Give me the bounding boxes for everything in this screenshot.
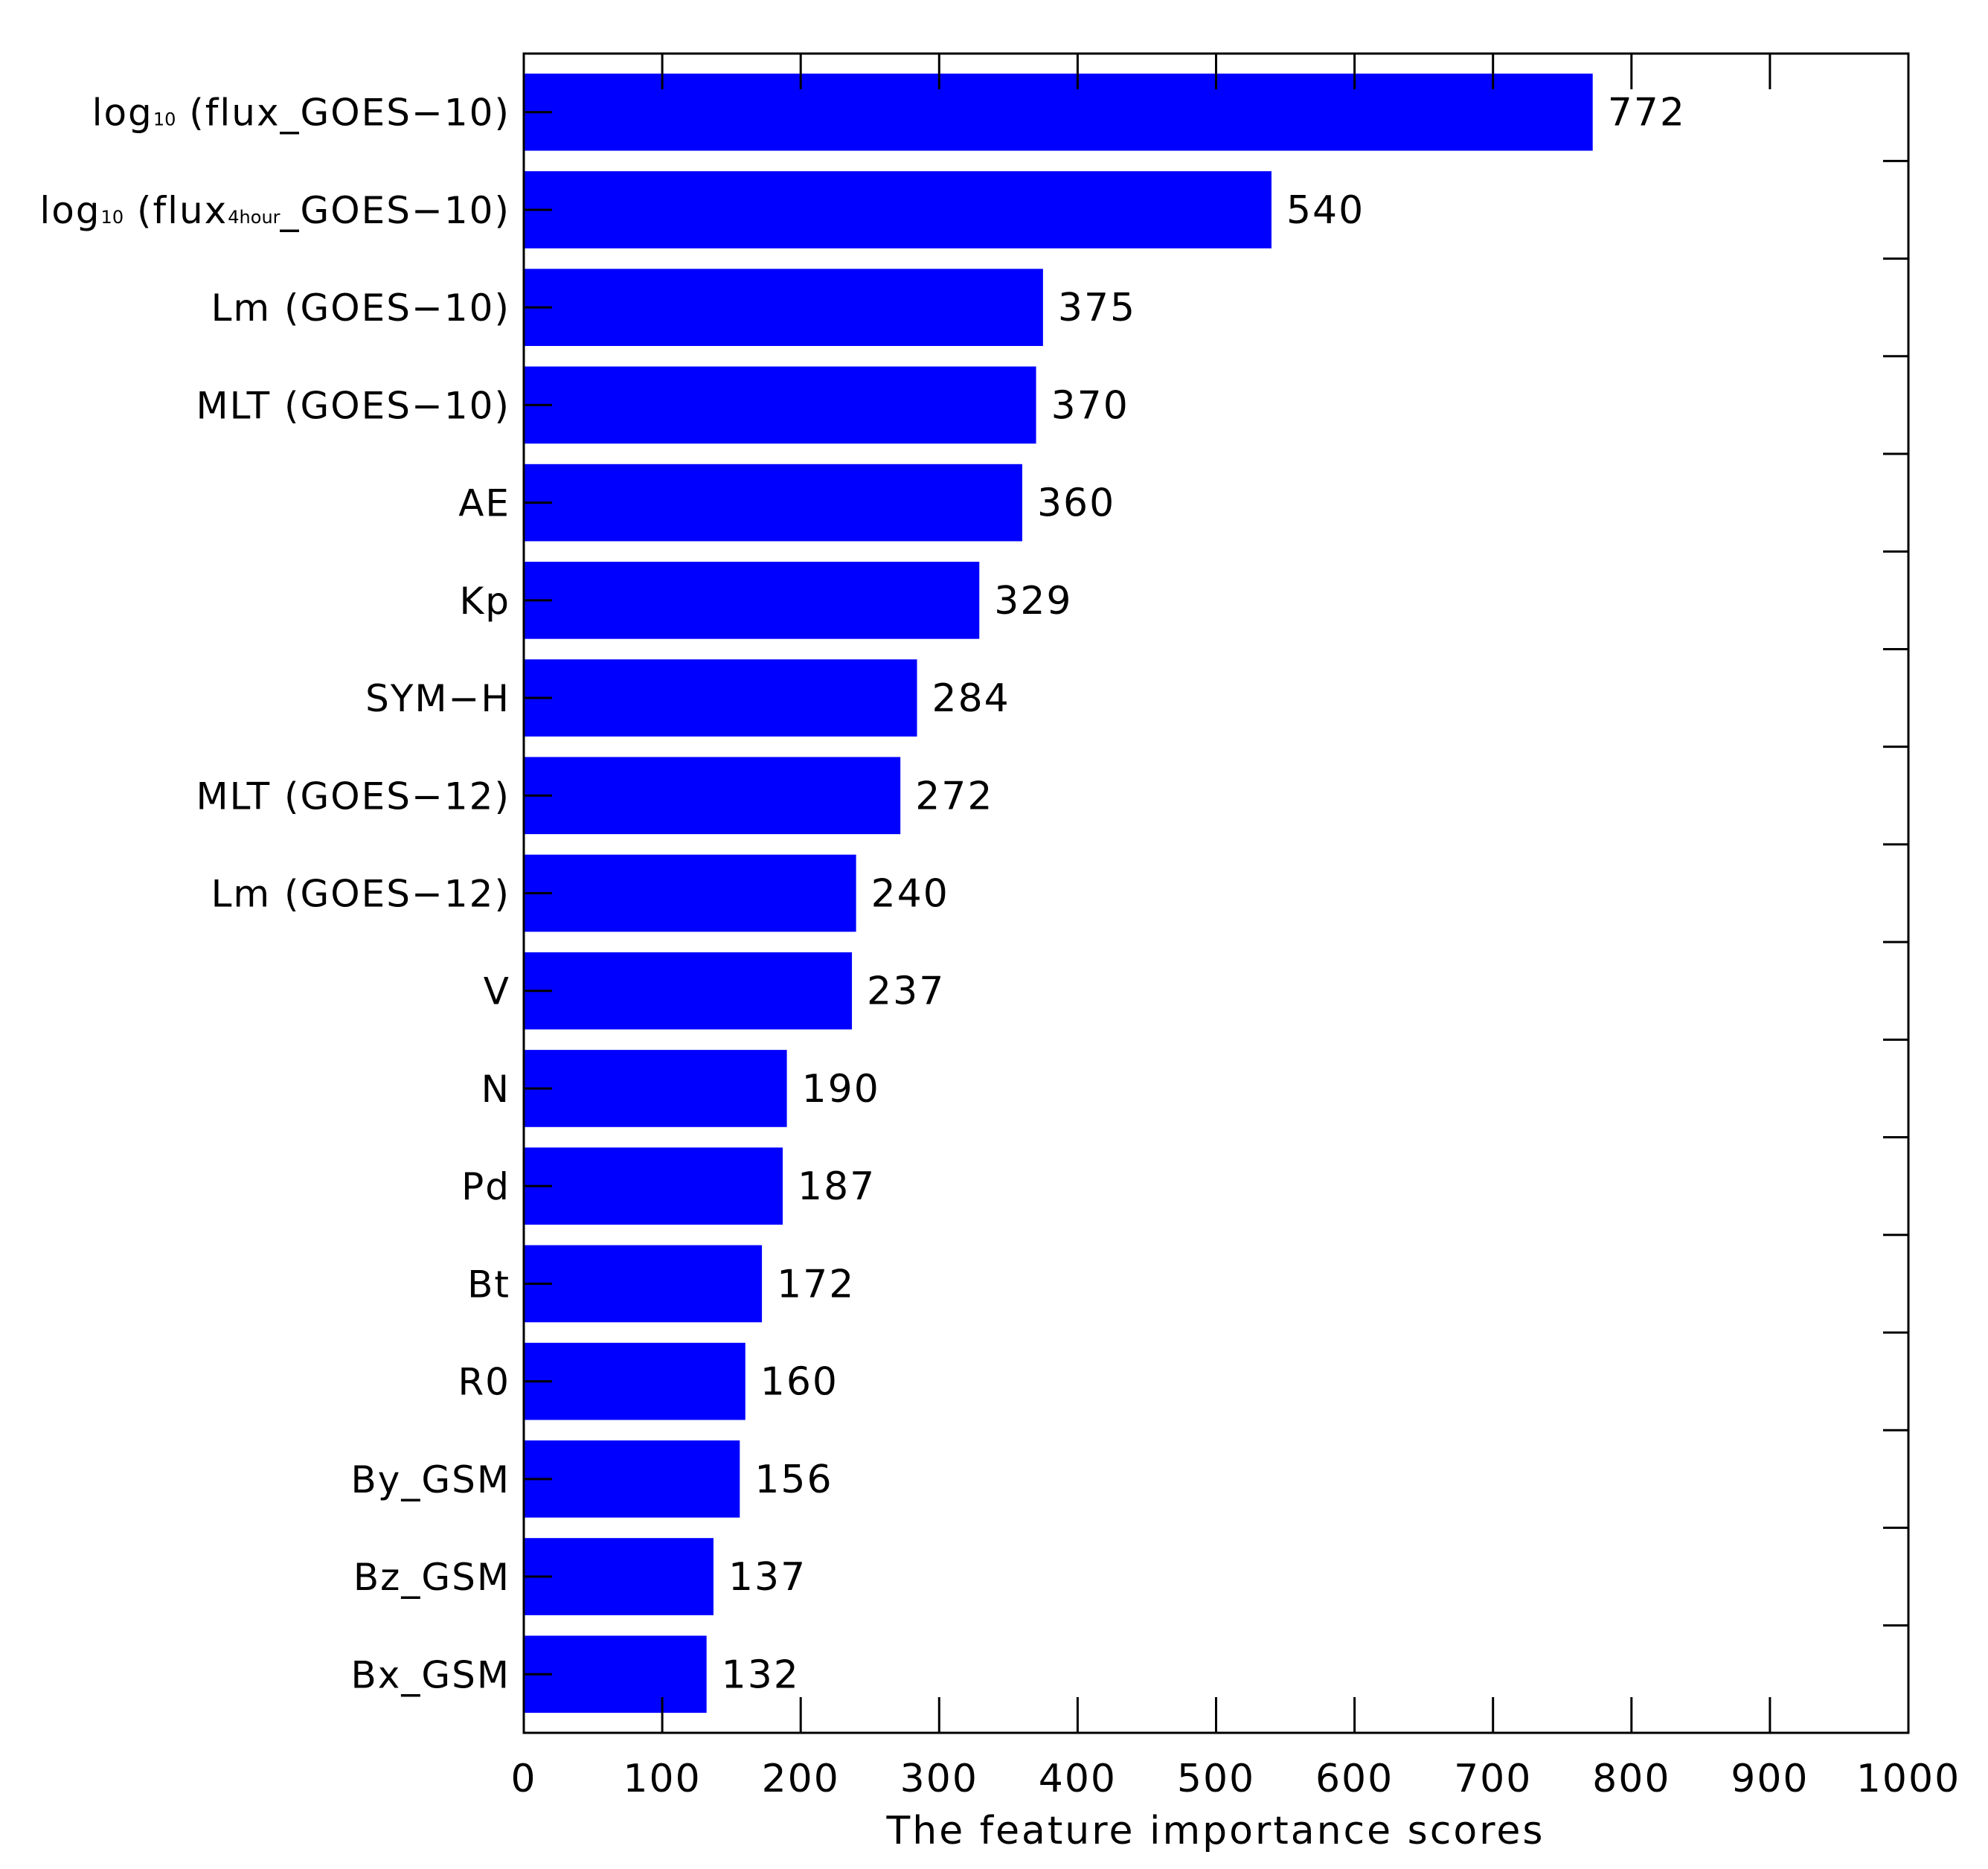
y-tick-label: N: [481, 1068, 510, 1111]
bar: [524, 464, 1022, 542]
x-axis-title: The feature importance scores: [886, 1809, 1545, 1853]
y-labels-layer: log10 (flux_GOES−10) log10 (flux4hour_GOE…: [39, 92, 510, 1697]
data-label: 190: [802, 1067, 880, 1112]
bar: [524, 73, 1593, 151]
bar: [524, 757, 901, 835]
ticks-layer: [522, 54, 1910, 1733]
y-tick-label: MLT (GOES−10): [196, 384, 510, 427]
data-label: 237: [867, 969, 945, 1014]
y-tick-label: R0: [458, 1361, 510, 1404]
y-tick-label: Bt: [467, 1263, 510, 1306]
data-label: 137: [728, 1555, 807, 1600]
bar: [524, 171, 1272, 249]
data-label: 240: [871, 872, 949, 917]
x-tick-label: 500: [1177, 1757, 1255, 1801]
bar: [524, 562, 980, 639]
bar: [524, 1440, 740, 1518]
data-label: 284: [932, 676, 1010, 721]
y-tick-label: log10 (flux_GOES−10): [92, 92, 510, 135]
data-label: 160: [760, 1360, 839, 1405]
bar: [524, 1342, 746, 1420]
bar: [524, 1635, 707, 1713]
x-tick-label: 200: [762, 1757, 840, 1801]
x-tick-label: 600: [1315, 1757, 1394, 1801]
x-tick-label: 400: [1039, 1757, 1117, 1801]
data-label: 272: [915, 774, 993, 818]
bar: [524, 1050, 787, 1127]
bars-layer: 772 540 375 370 360 329 284 272 240 237 190 187 172 1…: [524, 73, 1686, 1713]
data-label: 172: [777, 1262, 855, 1307]
data-label: 329: [994, 579, 1072, 623]
x-tick-label: 800: [1592, 1757, 1670, 1801]
bar: [524, 854, 856, 932]
bar: [524, 659, 917, 737]
bar: [524, 269, 1043, 347]
y-tick-label: Bz_GSM: [353, 1556, 510, 1599]
y-tick-label: log10 (flux4hour_GOES−10): [39, 189, 510, 232]
y-tick-label: AE: [458, 482, 510, 525]
y-tick-label: V: [484, 970, 510, 1013]
bar: [524, 366, 1036, 444]
data-label: 132: [722, 1652, 800, 1697]
x-tick-label: 900: [1731, 1757, 1809, 1801]
y-tick-label: Kp: [459, 580, 510, 623]
x-tick-label: 100: [623, 1757, 701, 1801]
y-tick-label: SYM−H: [365, 677, 510, 720]
data-label: 187: [798, 1164, 876, 1209]
bar: [524, 1147, 783, 1225]
y-tick-label: Lm (GOES−10): [211, 286, 510, 330]
data-label: 540: [1286, 188, 1365, 233]
bar: [524, 1538, 714, 1615]
data-label: 375: [1058, 286, 1136, 330]
y-tick-label: Pd: [461, 1165, 510, 1208]
x-tick-label: 300: [900, 1757, 978, 1801]
data-label: 360: [1037, 481, 1115, 526]
y-tick-label: Bx_GSM: [350, 1653, 510, 1696]
x-tick-label: 700: [1454, 1757, 1532, 1801]
data-label: 772: [1608, 91, 1686, 135]
y-tick-label: Lm (GOES−12): [211, 873, 510, 916]
data-label: 370: [1051, 383, 1129, 428]
data-label: 156: [754, 1458, 833, 1502]
bar: [524, 1245, 763, 1323]
x-tick-label: 0: [510, 1757, 536, 1801]
y-tick-label: By_GSM: [350, 1458, 510, 1501]
y-tick-label: MLT (GOES−12): [196, 775, 510, 818]
x-labels-layer: 0 100 200 300 400 500 600 700 800 900 1000: [510, 1757, 1960, 1801]
bar: [524, 952, 853, 1030]
x-tick-label: 1000: [1856, 1757, 1960, 1801]
